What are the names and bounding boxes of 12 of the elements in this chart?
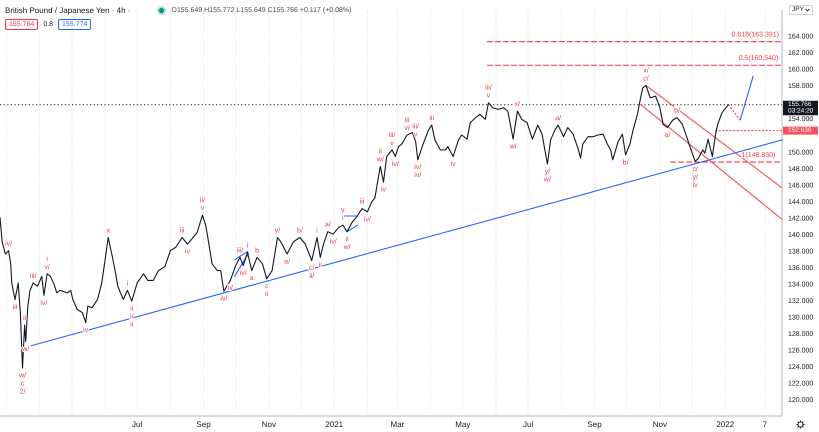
x-tick-label: Jul [132, 420, 142, 430]
x-tick-label: May [455, 420, 470, 430]
x-tick-label: Nov [262, 420, 276, 430]
chart-title: British Pound / Japanese Yen · 4h · [5, 6, 130, 14]
x-tick-label: Mar [390, 420, 405, 430]
x-tick-label: Nov [652, 420, 667, 430]
x-tick-label: 2022 [716, 420, 735, 430]
x-tick-label: Jul [523, 420, 534, 430]
x-tick-label: Sep [196, 420, 212, 430]
x-tick-label: 7 [762, 420, 768, 430]
x-tick-label: Sep [587, 420, 602, 430]
x-tick-label: 2021 [325, 420, 344, 430]
